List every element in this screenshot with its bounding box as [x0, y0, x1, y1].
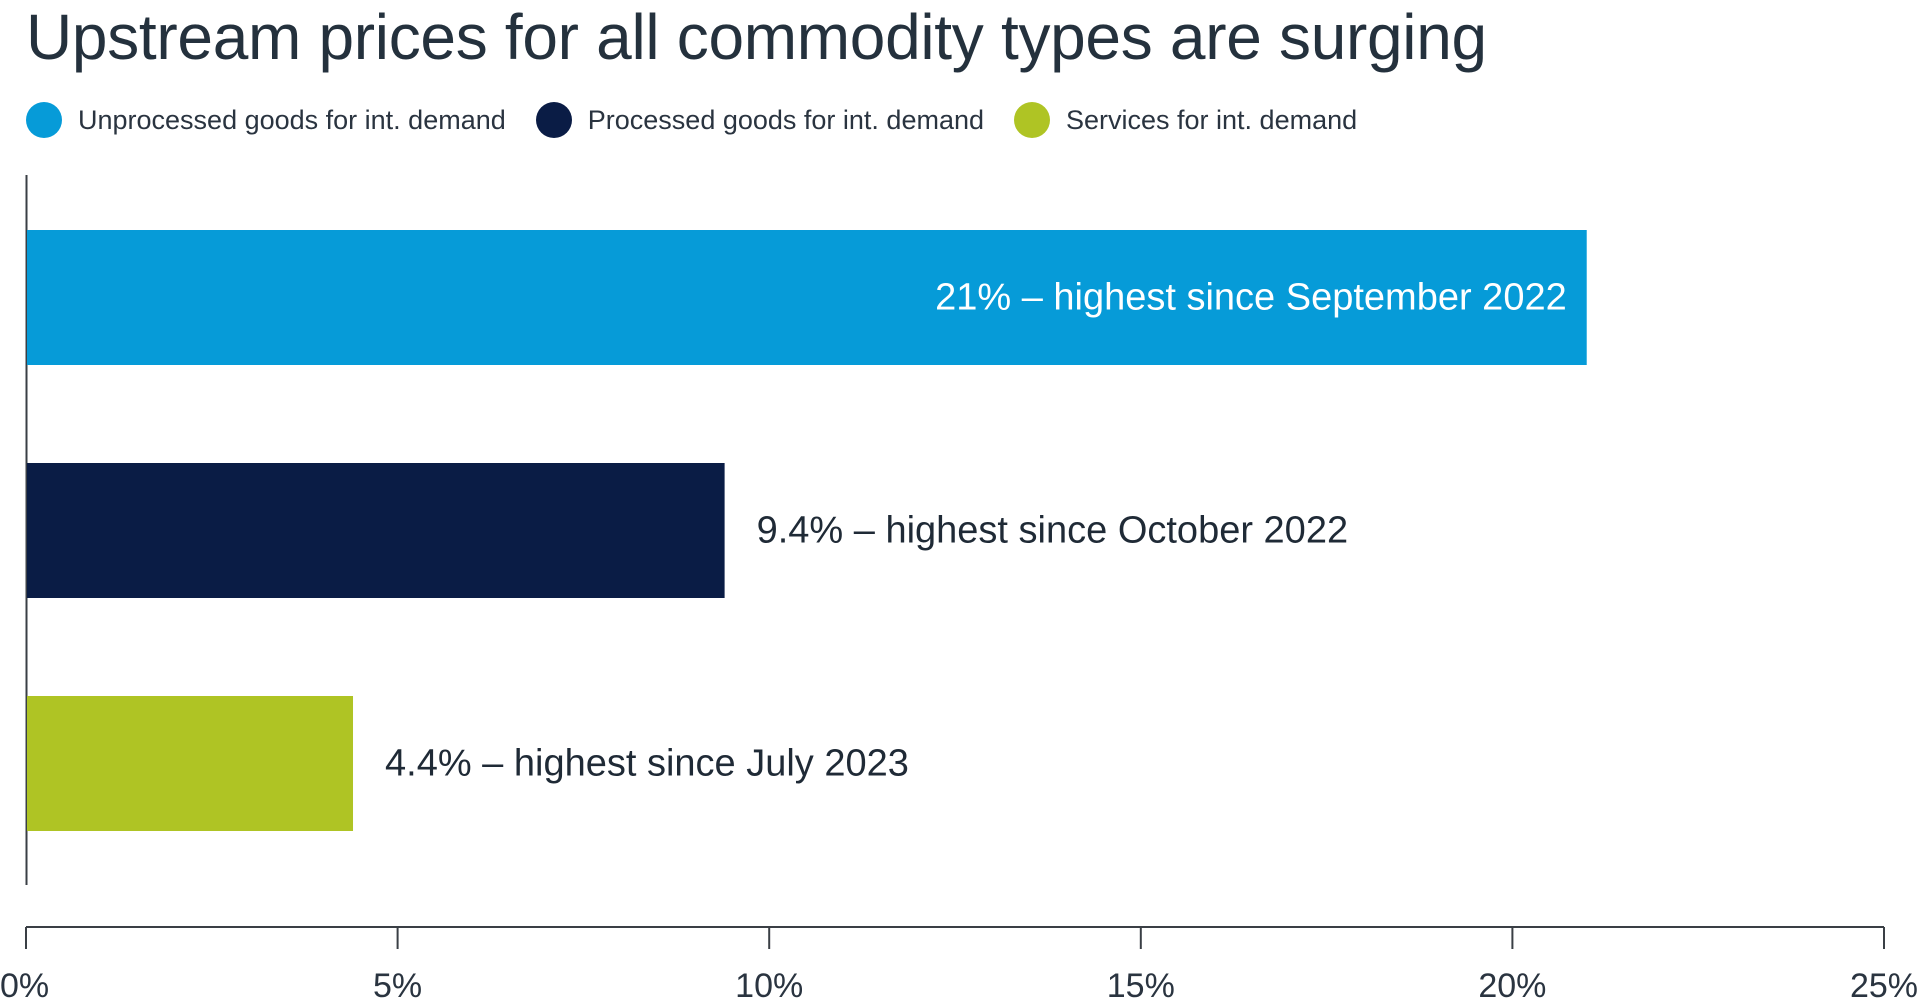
legend-label-unprocessed: Unprocessed goods for int. demand — [78, 104, 506, 135]
bar-2 — [27, 463, 725, 598]
legend-item-unprocessed: Unprocessed goods for int. demand — [26, 102, 506, 138]
legend-swatch-services — [1014, 102, 1050, 138]
x-tick-label-3: 15% — [1107, 967, 1175, 1005]
legend-swatch-unprocessed — [26, 102, 62, 138]
legend-label-processed: Processed goods for int. demand — [587, 104, 984, 135]
x-tick-label-5: 25% — [1850, 967, 1918, 1005]
legend-item-processed: Processed goods for int. demand — [535, 102, 984, 138]
data-label-3: 4.4% – highest since July 2023 — [385, 743, 909, 785]
data-label-2: 9.4% – highest since October 2022 — [757, 510, 1348, 552]
bar-3 — [27, 696, 354, 831]
legend-item-services: Services for int. demand — [1014, 102, 1357, 138]
chart-title: Upstream prices for all commodity types … — [26, 1, 1487, 73]
legend: Unprocessed goods for int. demand Proces… — [26, 99, 1387, 141]
data-label-1: 21% – highest since September 2022 — [935, 277, 1567, 319]
x-tick-label-1: 5% — [373, 967, 422, 1005]
legend-swatch-processed — [535, 102, 572, 138]
x-tick-label-0: 0% — [0, 967, 49, 1005]
bar-1 — [27, 230, 1587, 365]
x-tick-label-2: 10% — [735, 967, 803, 1005]
x-tick-label-4: 20% — [1478, 967, 1546, 1005]
legend-label-services: Services for int. demand — [1066, 104, 1358, 135]
